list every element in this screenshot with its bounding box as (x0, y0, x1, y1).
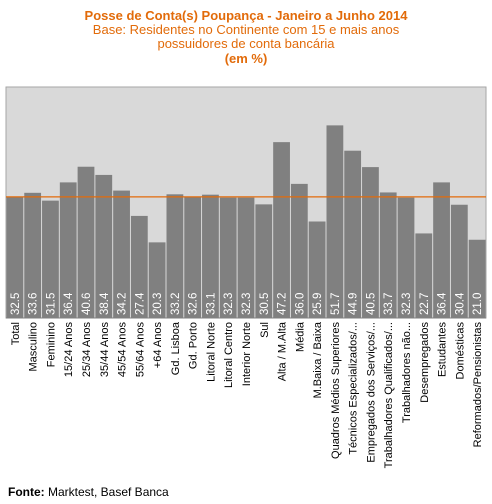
chart-subtitle-1: Base: Residentes no Continente com 15 e … (92, 22, 400, 37)
data-label: 38.4 (99, 292, 111, 315)
data-label: 30.5 (259, 293, 271, 315)
chart-subtitle-2: possuidores de conta bancária (157, 36, 335, 51)
data-label: 33.7 (383, 293, 395, 315)
bar (59, 182, 77, 318)
category-label: 35/44 Anos (99, 322, 111, 378)
bar (362, 167, 379, 318)
data-label: 21.0 (472, 293, 484, 315)
category-label: 55/64 Anos (134, 322, 146, 378)
data-label: 36.4 (63, 292, 75, 315)
category-label: Gd. Porto (188, 322, 200, 369)
bar (24, 192, 42, 318)
bar-chart: 32.5 33.6 31.5 36.4 40.6 38.4 34.2 27.4 20.3 33.2… (5, 86, 487, 468)
chart-title: Posse de Conta(s) Poupança - Janeiro a J… (84, 8, 408, 23)
data-label: 31.5 (45, 293, 57, 315)
category-label: Sul (259, 322, 271, 338)
data-label: 32.3 (241, 293, 253, 315)
category-label: +64 Anos (152, 322, 164, 369)
category-label: Desempregados (419, 322, 431, 403)
bar (290, 183, 308, 318)
data-label: 34.2 (117, 293, 129, 315)
category-label: Litoral Centro (223, 322, 235, 388)
category-label: Interior Norte (241, 322, 253, 386)
data-label: 33.2 (170, 293, 182, 315)
category-label: Domésticas (454, 322, 466, 380)
data-label: 40.5 (365, 293, 377, 315)
category-label: M.Baixa / Baixa (312, 321, 324, 398)
chart-titles: Posse de Conta(s) Poupança - Janeiro a J… (0, 8, 492, 67)
data-label: 32.6 (188, 293, 200, 315)
bar (344, 150, 362, 318)
bar (6, 196, 24, 318)
category-label: Técnicos Especializados/... (348, 322, 360, 455)
source-label: Fonte: (8, 485, 45, 499)
bar (202, 194, 219, 318)
data-label: 27.4 (134, 292, 146, 315)
category-label: Trabalhadores não... (401, 322, 413, 423)
bar (166, 194, 184, 318)
bar (148, 242, 166, 318)
category-label: 15/24 Anos (63, 322, 75, 378)
data-label: 44.9 (348, 293, 360, 315)
data-label: 25.9 (312, 293, 324, 315)
bar (433, 182, 450, 318)
bar (42, 200, 59, 318)
bar (113, 190, 130, 318)
source-value: Marktest, Basef Banca (44, 485, 169, 499)
category-label: Gd. Lisboa (170, 321, 182, 375)
bar (130, 215, 148, 318)
data-label: 51.7 (330, 293, 342, 315)
category-label: Alta / M.Alta (277, 321, 289, 381)
category-label: Média (294, 321, 306, 352)
category-label: Litoral Norte (205, 322, 217, 382)
category-label: 45/54 Anos (117, 322, 129, 378)
bar (468, 239, 486, 318)
category-label: Reformados/Pensionistas (472, 322, 484, 448)
data-label: 20.3 (152, 293, 164, 315)
bar (415, 233, 433, 318)
data-label: 32.3 (401, 293, 413, 315)
bar (237, 197, 255, 318)
data-label: 30.4 (454, 292, 466, 315)
category-label: Trabalhadores Qualificados/... (383, 322, 395, 468)
data-label: 47.2 (277, 293, 289, 315)
bar (379, 192, 397, 318)
data-label: 40.6 (81, 293, 93, 315)
category-label: 25/34 Anos (81, 322, 93, 378)
data-label: 36.0 (294, 293, 306, 315)
chart-unit-label: (em %) (224, 51, 268, 66)
category-label: Total (10, 322, 22, 345)
category-label: Masculino (28, 322, 40, 372)
data-label: 36.4 (437, 292, 449, 315)
bar (326, 125, 344, 318)
bar (184, 196, 202, 318)
data-label: 32.5 (10, 293, 22, 315)
bar (219, 197, 237, 318)
bar (77, 166, 95, 318)
bar (450, 204, 468, 318)
data-label: 22.7 (419, 293, 431, 315)
data-label: 32.3 (223, 293, 235, 315)
bar (397, 197, 415, 318)
category-label: Empregados dos Serviços/... (365, 322, 377, 463)
source-note: Fonte: Marktest, Basef Banca (8, 485, 169, 499)
bar (255, 204, 273, 318)
bar (95, 174, 113, 318)
data-label: 33.6 (28, 293, 40, 315)
bar (308, 221, 326, 318)
category-label: Quadros Médios Superiores (330, 322, 342, 459)
category-label: Feminino (45, 322, 57, 367)
data-label: 33.1 (205, 293, 217, 315)
bar (273, 142, 290, 318)
category-label: Estudantes (437, 322, 449, 378)
